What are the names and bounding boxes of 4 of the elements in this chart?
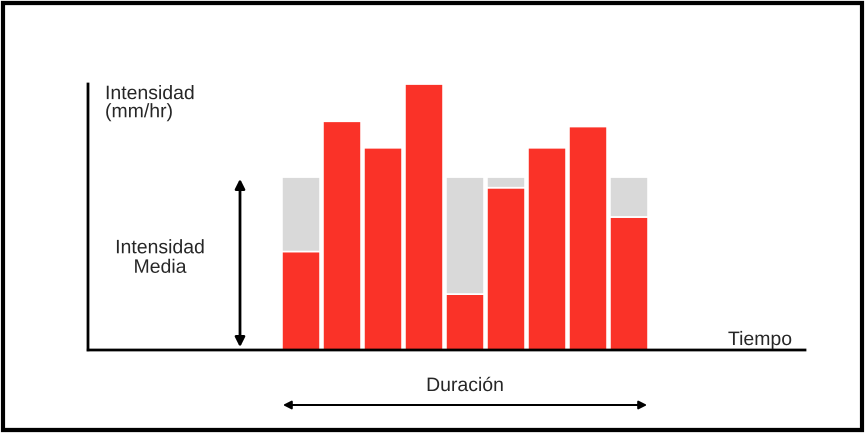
x-axis-title: Tiempo — [728, 330, 792, 350]
text: Intensidad Media — [116, 239, 204, 273]
text: Duración — [428, 376, 503, 392]
y-axis-title: Intensidad (mm/hr) — [106, 85, 194, 122]
